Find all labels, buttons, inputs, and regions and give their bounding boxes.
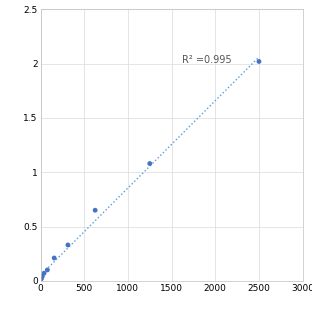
Point (52, 256, 57, 261)
Point (41, 271, 46, 276)
Point (93, 208, 98, 213)
Point (147, 161, 152, 166)
Text: R² =0.995: R² =0.995 (182, 56, 232, 66)
Point (39, 276, 44, 281)
Point (256, 59, 261, 64)
Point (66, 242, 71, 247)
Point (45, 267, 50, 272)
Point (38, 278, 43, 283)
Point (40, 274, 45, 279)
